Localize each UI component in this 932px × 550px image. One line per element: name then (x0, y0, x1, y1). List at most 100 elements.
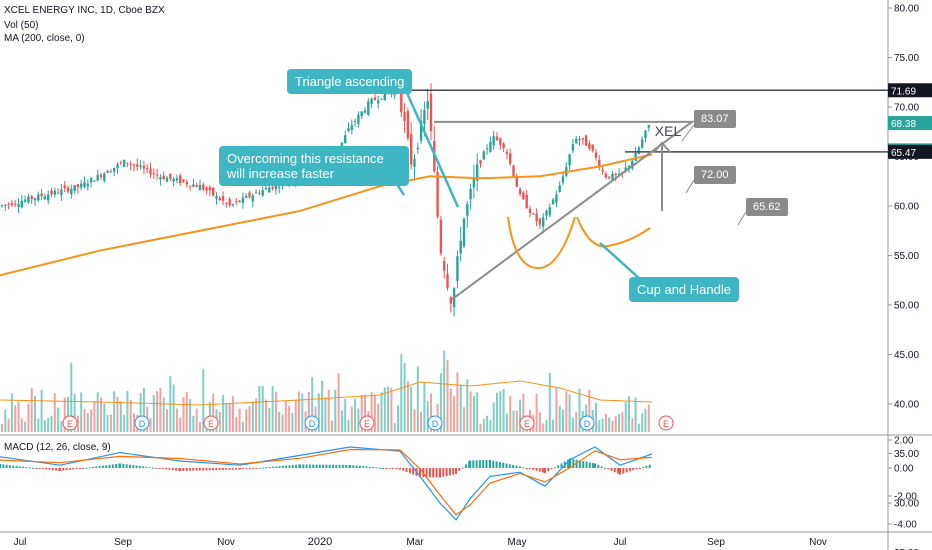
macd-histogram-bar (412, 468, 415, 475)
candle-body (608, 176, 611, 179)
macd-histogram-bar (512, 464, 515, 468)
macd-histogram-bar (308, 464, 311, 468)
event-marker-label: E (663, 419, 669, 429)
macd-histogram-bar (239, 468, 241, 470)
candle-body (248, 192, 251, 198)
macd-histogram-bar (272, 466, 274, 468)
volume-bar (598, 419, 601, 432)
macd-histogram-bar (38, 468, 41, 469)
macd-histogram-bar (59, 468, 61, 472)
candle-body (245, 196, 248, 198)
event-marker (62, 415, 78, 431)
macd-histogram-bar (461, 467, 464, 469)
cup-handle-callout[interactable]: Cup and Handle (629, 277, 739, 302)
volume-bar (142, 387, 145, 432)
macd-histogram-bar (485, 460, 488, 468)
macd-histogram-bar (445, 468, 448, 477)
volume-bar (123, 414, 126, 432)
macd-histogram-bar (594, 463, 596, 468)
volume-bar (156, 391, 159, 432)
candle-body (416, 147, 419, 150)
cup-curve (507, 216, 576, 270)
volume-bar (562, 409, 564, 432)
volume-bar (271, 386, 274, 432)
volume-bar (558, 405, 561, 432)
candle-body (571, 144, 575, 151)
volume-bar (387, 386, 390, 432)
macd-histogram-bar (395, 468, 398, 470)
macd-histogram-bar (188, 468, 191, 471)
macd-histogram-bar (128, 464, 131, 468)
volume-bar (423, 382, 426, 432)
candle-body (159, 177, 162, 180)
volume-bar (644, 408, 647, 432)
candle-body (89, 178, 93, 183)
macd-histogram-bar (619, 468, 621, 475)
volume-bar (364, 394, 366, 432)
volume-bar (327, 389, 330, 432)
target-label-65[interactable]: 65.62 (746, 198, 788, 216)
candle-body (20, 200, 23, 208)
volume-bar (298, 391, 300, 432)
volume-bar (139, 393, 142, 432)
macd-histogram-bar (482, 460, 485, 468)
volume-bar (324, 397, 327, 432)
macd-histogram-bar (35, 468, 38, 469)
candle-body (611, 173, 614, 181)
macd-histogram-bar (182, 468, 185, 471)
target-label-72[interactable]: 72.00 (694, 166, 736, 184)
volume-bar (403, 362, 406, 432)
macd-histogram-bar (358, 465, 361, 468)
candle-body (146, 167, 149, 169)
candle-body (228, 199, 231, 206)
event-marker-label: E (524, 419, 530, 429)
breakout-arrow-head (653, 141, 671, 153)
target-label-83[interactable]: 83.07 (694, 110, 736, 128)
macd-histogram-bar (168, 468, 171, 470)
macd-histogram-bar (372, 467, 375, 469)
macd-histogram-bar (532, 468, 535, 470)
volume-bar (103, 403, 106, 432)
volume-bar (571, 417, 574, 432)
macd-histogram-bar (88, 467, 91, 469)
macd-histogram-bar (632, 468, 635, 471)
macd-histogram-bar (192, 468, 195, 471)
macd-histogram-bar (508, 464, 511, 468)
volume-bar (476, 392, 479, 432)
macd-histogram-bar (285, 465, 288, 468)
macd-histogram-bar (492, 460, 495, 468)
event-marker (203, 415, 219, 431)
candle-body (238, 200, 241, 202)
volume-bar (552, 419, 555, 432)
macd-histogram-bar (528, 468, 531, 470)
candle-body (218, 197, 221, 201)
candle-body (179, 175, 182, 184)
volume-bar (641, 413, 644, 432)
macd-histogram-bar (478, 460, 481, 468)
macd-histogram-bar (505, 463, 508, 468)
macd-histogram-bar (603, 467, 606, 469)
macd-histogram-bar (15, 465, 18, 468)
macd-histogram-bar (502, 462, 505, 468)
macd-histogram-bar (592, 463, 595, 468)
macd-histogram-bar (68, 468, 71, 470)
macd-histogram-bar (25, 467, 28, 469)
time-tick-label: Nov (809, 537, 827, 548)
price-tick-label: 50.00 (894, 301, 919, 312)
macd-histogram-bar (138, 465, 141, 468)
volume-bar (100, 397, 102, 432)
macd-histogram-bar (522, 467, 525, 469)
macd-histogram-bar (235, 468, 238, 470)
candle-body (591, 144, 594, 151)
resistance-callout[interactable]: Overcoming this resistance will increase… (219, 146, 409, 186)
volume-bar (628, 396, 630, 432)
macd-histogram-bar (378, 467, 381, 469)
macd-histogram-bar (610, 468, 613, 471)
triangle-callout[interactable]: Triangle ascending (287, 69, 413, 94)
macd-histogram-bar (245, 468, 248, 469)
volume-bar (400, 354, 403, 432)
candle-body (126, 162, 129, 164)
candle-body (350, 125, 353, 130)
volume-bar (86, 413, 89, 432)
